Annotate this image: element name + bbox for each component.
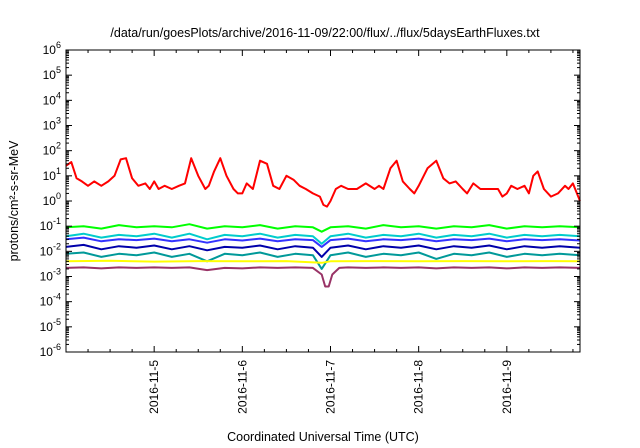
- series-line-8: [65, 266, 581, 288]
- x-tick-label: 2016-11-5: [147, 360, 161, 414]
- y-tick-label: 103: [43, 116, 61, 133]
- series-line-2: [65, 223, 581, 233]
- series-layer: [65, 157, 581, 288]
- y-axis: 10-610-510-410-310-210-11001011021031041…: [40, 40, 580, 359]
- series-line-6: [65, 251, 581, 270]
- y-tick-label: 104: [43, 90, 61, 107]
- plot-frame: [65, 49, 581, 353]
- series-line-5: [65, 243, 581, 258]
- y-tick-label: 10-4: [40, 292, 61, 309]
- series-line-1: [65, 157, 581, 208]
- y-tick-exponent: 1: [56, 166, 61, 176]
- series-line-7: [65, 259, 581, 264]
- y-axis-label: protons/cm²-s-sr-MeV: [7, 140, 21, 262]
- y-tick-exponent: 0: [56, 191, 61, 201]
- y-tick-exponent: 5: [56, 65, 61, 75]
- x-tick-label: 2016-11-7: [323, 360, 337, 414]
- y-tick-exponent: -6: [53, 342, 61, 352]
- x-axis-label: Coordinated Universal Time (UTC): [227, 430, 419, 444]
- y-tick-label: 100: [43, 191, 61, 208]
- x-tick-label: 2016-11-9: [500, 360, 514, 414]
- y-tick-exponent: -3: [53, 267, 61, 277]
- y-tick-label: 10-2: [40, 241, 61, 258]
- series-line-3: [65, 232, 581, 245]
- y-tick-exponent: 4: [56, 90, 61, 100]
- y-tick-label: 102: [43, 141, 61, 158]
- y-tick-label: 10-5: [40, 317, 61, 334]
- y-tick-label: 10-6: [40, 342, 61, 359]
- y-tick-exponent: 2: [56, 141, 61, 151]
- y-tick-exponent: -4: [53, 292, 61, 302]
- y-tick-label: 105: [43, 65, 61, 82]
- chart-title: /data/run/goesPlots/archive/2016-11-09/2…: [110, 26, 540, 40]
- x-tick-label: 2016-11-8: [412, 360, 426, 414]
- y-tick-exponent: -2: [53, 241, 61, 251]
- y-tick-label: 10-1: [40, 216, 61, 233]
- y-tick-exponent: 3: [56, 116, 61, 126]
- x-tick-label: 2016-11-6: [235, 360, 249, 414]
- y-tick-label: 101: [43, 166, 61, 183]
- y-tick-label: 10-3: [40, 267, 61, 284]
- x-axis: 2016-11-5 2016-11-6 2016-11-7 2016-11-8 2016…: [87, 50, 574, 414]
- y-tick-exponent: 6: [56, 40, 61, 50]
- y-tick-label: 106: [43, 40, 61, 57]
- y-tick-exponent: -1: [53, 216, 61, 226]
- series-line-4: [65, 236, 581, 248]
- y-tick-exponent: -5: [53, 317, 61, 327]
